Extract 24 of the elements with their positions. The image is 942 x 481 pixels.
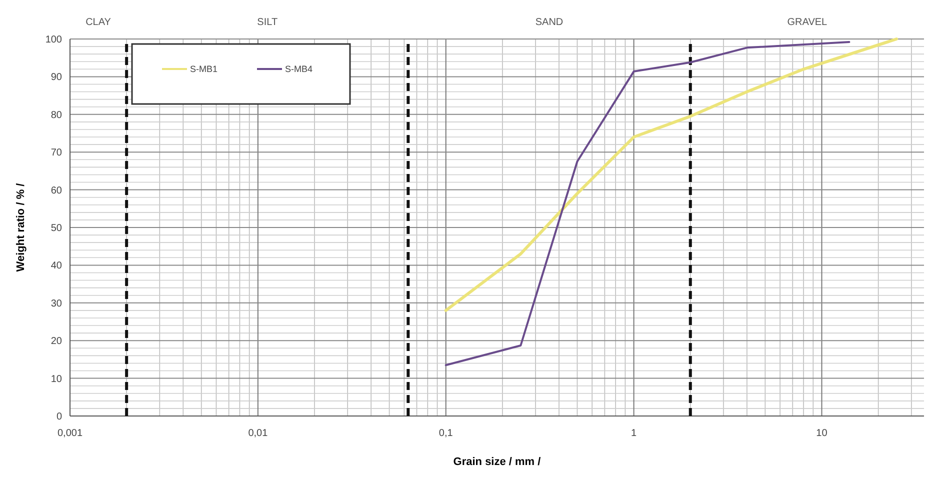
y-tick-label: 100: [45, 34, 62, 46]
y-axis-title: Weight ratio / % /: [15, 183, 27, 272]
x-tick-label: 0,1: [438, 428, 454, 439]
x-tick-label: 0,001: [57, 428, 83, 439]
y-tick-label: 40: [50, 260, 62, 272]
y-tick-label: 20: [50, 336, 62, 348]
y-tick-label: 70: [50, 148, 62, 159]
legend-label: S-MB1: [190, 64, 218, 74]
text: GRAVEL: [787, 17, 828, 28]
x-axis-title: Grain size / mm /: [453, 456, 541, 468]
x-tick-label: 0,01: [248, 428, 268, 439]
text: CLAY: [86, 17, 112, 28]
y-tick-label: 60: [50, 185, 62, 196]
y-tick-label: 10: [50, 374, 62, 385]
y-tick-label: 30: [50, 298, 62, 310]
y-tick-label: 50: [50, 223, 62, 234]
y-tick-label: 0: [56, 412, 62, 422]
y-tick-label: 90: [50, 72, 62, 84]
legend-label: S-MB4: [285, 64, 313, 74]
x-tick-label: 10: [816, 428, 828, 439]
x-tick-label: 1: [631, 428, 638, 439]
text: SILT: [257, 17, 278, 28]
y-tick-label: 80: [50, 110, 62, 121]
text: SAND: [535, 17, 564, 28]
